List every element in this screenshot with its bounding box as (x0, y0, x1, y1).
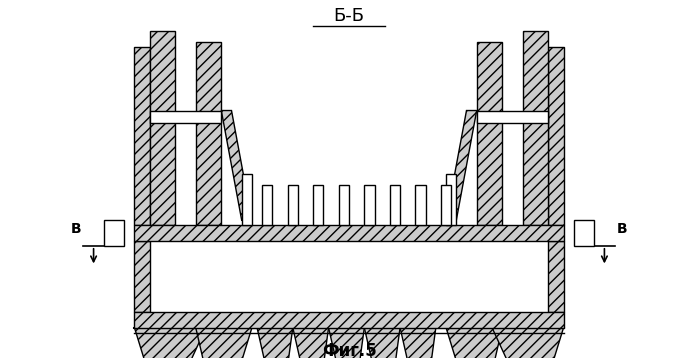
Bar (313, 185, 323, 226)
Polygon shape (446, 110, 477, 220)
Bar (523, 31, 548, 226)
Bar (477, 42, 503, 226)
Bar (150, 31, 175, 226)
Text: Б-Б: Б-Б (334, 7, 364, 25)
Bar (288, 185, 298, 226)
Polygon shape (292, 328, 329, 362)
Polygon shape (221, 110, 252, 220)
Polygon shape (329, 328, 364, 362)
Bar (574, 220, 594, 246)
Bar (195, 42, 221, 226)
Bar (150, 110, 221, 123)
Bar (175, 113, 195, 226)
Polygon shape (446, 328, 503, 362)
Polygon shape (135, 328, 206, 362)
Text: В: В (617, 222, 628, 236)
Bar (242, 174, 252, 226)
Polygon shape (257, 328, 292, 362)
Bar (477, 110, 548, 123)
Bar (364, 185, 375, 226)
Bar (339, 185, 349, 226)
Bar (135, 47, 150, 226)
Bar (548, 241, 563, 312)
Bar (548, 47, 563, 226)
Bar (135, 226, 563, 241)
Polygon shape (400, 328, 436, 362)
Polygon shape (195, 328, 252, 362)
Bar (390, 185, 400, 226)
Bar (262, 185, 272, 226)
Bar (441, 185, 451, 226)
Bar (446, 174, 456, 226)
Bar (415, 185, 426, 226)
Bar (135, 312, 563, 328)
Text: Фиг.5: Фиг.5 (322, 342, 376, 359)
Polygon shape (364, 328, 400, 362)
Text: В: В (70, 222, 81, 236)
Polygon shape (492, 328, 563, 362)
Bar (104, 220, 124, 246)
Bar (135, 241, 150, 312)
Bar (503, 113, 523, 226)
